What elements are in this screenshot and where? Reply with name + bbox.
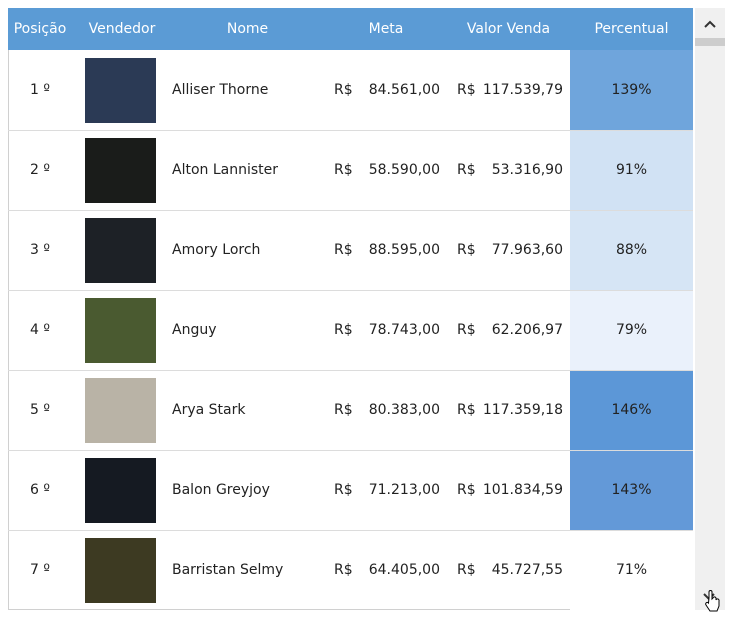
currency: R$ [457, 242, 476, 258]
sale-value: 101.834,59 [482, 482, 563, 498]
scroll-down[interactable] [700, 588, 724, 618]
percent-cell [570, 50, 693, 130]
seller-name: Anguy [172, 322, 217, 338]
percent-cell [570, 210, 693, 290]
percent-cell [570, 370, 693, 450]
currency: R$ [457, 162, 476, 178]
seller-photo [85, 58, 156, 123]
currency: R$ [334, 482, 353, 498]
currency: R$ [334, 402, 353, 418]
row-divider [8, 130, 693, 131]
seller-name: Barristan Selmy [172, 562, 284, 578]
percent-cell [570, 130, 693, 210]
meta: 71.213,00 [368, 482, 440, 498]
seller-photo [85, 378, 156, 443]
seller-photo [85, 298, 156, 363]
percent: 88% [615, 242, 648, 258]
seller-name: Amory Lorch [172, 242, 261, 258]
position: 6 º [30, 482, 50, 498]
percent: 143% [611, 482, 652, 498]
position: 2 º [30, 162, 50, 178]
percent: 79% [615, 322, 648, 338]
meta: 84.561,00 [368, 82, 440, 98]
column-header[interactable]: Valor Venda [466, 21, 551, 37]
seller-photo [85, 458, 156, 523]
sale-value: 45.727,55 [491, 562, 563, 578]
sale-value: 53.316,90 [491, 162, 563, 178]
currency: R$ [334, 562, 353, 578]
percent: 91% [615, 162, 648, 178]
position: 1 º [30, 82, 50, 98]
column-header[interactable]: Vendedor [88, 21, 156, 37]
sale-value: 117.359,18 [482, 402, 563, 418]
scroll-thumb[interactable] [695, 38, 725, 46]
position: 5 º [30, 402, 50, 418]
sale-value: 62.206,97 [491, 322, 563, 338]
seller-name: Arya Stark [172, 402, 246, 418]
currency: R$ [457, 322, 476, 338]
position: 3 º [30, 242, 50, 258]
meta: 58.590,00 [368, 162, 440, 178]
currency: R$ [334, 242, 353, 258]
column-header[interactable]: Posição [13, 21, 67, 37]
seller-name: Alton Lannister [172, 162, 279, 178]
scroll-up[interactable] [700, 14, 720, 34]
currency: R$ [457, 402, 476, 418]
seller-photo [85, 538, 156, 603]
percent-cell [570, 290, 693, 370]
currency: R$ [457, 562, 476, 578]
meta: 64.405,00 [368, 562, 440, 578]
sale-value: 77.963,60 [491, 242, 563, 258]
column-header[interactable]: Nome [226, 21, 269, 37]
row-divider [8, 290, 693, 291]
position: 4 º [30, 322, 50, 338]
currency: R$ [334, 322, 353, 338]
row-divider [8, 210, 693, 211]
currency: R$ [457, 482, 476, 498]
percent: 146% [611, 402, 652, 418]
currency: R$ [334, 82, 353, 98]
percent: 139% [611, 82, 652, 98]
meta: 88.595,00 [368, 242, 440, 258]
percent: 71% [615, 562, 648, 578]
seller-name: Balon Greyjoy [172, 482, 270, 498]
row-divider [8, 530, 693, 531]
scrollbar[interactable] [695, 8, 725, 610]
percent-cell [570, 530, 693, 610]
meta: 80.383,00 [368, 402, 440, 418]
seller-photo [85, 218, 156, 283]
meta: 78.743,00 [368, 322, 440, 338]
percent-cell [570, 450, 693, 530]
row-divider [8, 450, 693, 451]
currency: R$ [457, 82, 476, 98]
seller-name: Alliser Thorne [172, 82, 269, 98]
column-header[interactable]: Percentual [594, 21, 669, 37]
header-bar [8, 8, 693, 50]
position: 7 º [30, 562, 50, 578]
sale-value: 117.539,79 [482, 82, 563, 98]
currency: R$ [334, 162, 353, 178]
column-header[interactable]: Meta [368, 21, 404, 37]
seller-photo [85, 138, 156, 203]
row-divider [8, 370, 693, 371]
